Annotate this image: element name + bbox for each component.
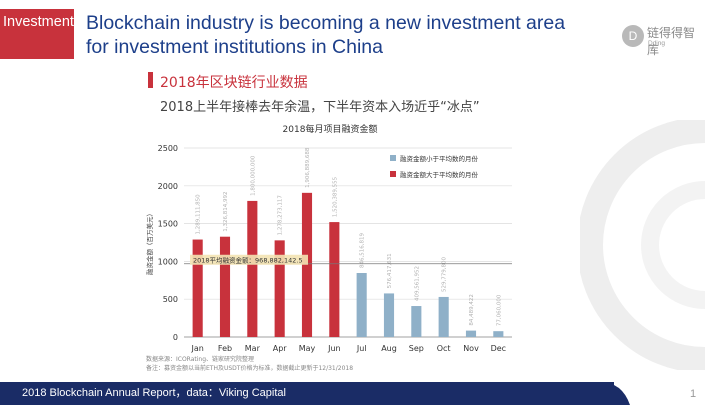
bar-value-label: 77,060,000 <box>496 294 502 326</box>
x-tick-label: Oct <box>437 344 451 353</box>
bar-may <box>301 192 313 337</box>
bar-jun <box>329 222 340 337</box>
bar-value-label: 1,520,389,555 <box>332 176 338 217</box>
legend-label-above: 融资金额大于平均数的月份 <box>400 170 479 179</box>
chart-note: 数据来源：ICORating、链家研究院整理 <box>146 355 254 363</box>
bar-value-label: 846,516,819 <box>360 233 366 268</box>
section-subtitle: 2018上半年接棒去年余温，下半年资本入场近乎“冰点” <box>160 100 480 115</box>
decorative-watermark-icon <box>580 120 706 370</box>
bar-value-label: 409,561,952 <box>414 266 420 301</box>
y-tick-label: 2500 <box>158 144 178 153</box>
y-tick-label: 0 <box>173 333 178 342</box>
y-tick-label: 1500 <box>158 220 178 229</box>
y-tick-label: 500 <box>163 295 178 304</box>
logo-d-icon: D <box>622 25 644 47</box>
page-headline: Blockchain industry is becoming a new in… <box>86 11 616 59</box>
bar-value-label: 529,779,800 <box>442 256 448 291</box>
legend-label-below: 融资金额小于平均数的月份 <box>400 154 479 163</box>
y-tick-label: 2000 <box>158 182 178 191</box>
chart-title: 2018每月项目融资金额 <box>283 123 378 135</box>
bar-oct <box>438 296 449 337</box>
headline-line-2: for investment institutions in China <box>86 36 383 58</box>
x-tick-label: Sep <box>409 344 424 353</box>
bar-value-label: 1,326,814,992 <box>223 191 229 231</box>
y-tick-label: 1000 <box>158 257 178 266</box>
x-tick-label: Feb <box>218 344 232 353</box>
logo-subtitle: Dding <box>648 40 665 47</box>
x-tick-label: Aug <box>381 344 397 353</box>
bar-dec <box>493 331 504 337</box>
bar-value-label: 1,800,000,000 <box>250 155 256 196</box>
headline-line-1: Blockchain industry is becoming a new in… <box>86 12 566 34</box>
bar-sep <box>411 306 422 337</box>
bar-value-label: 1,289,111,850 <box>196 194 202 235</box>
page-number: 1 <box>690 388 697 400</box>
bar-value-label: 1,278,273,117 <box>278 195 284 236</box>
x-tick-label: Jan <box>190 344 203 353</box>
bar-mar <box>247 200 258 337</box>
x-tick-label: Apr <box>273 344 288 353</box>
x-tick-label: Jun <box>327 344 341 353</box>
legend-swatch-below <box>390 155 396 161</box>
bar-aug <box>383 293 395 337</box>
bar-jan <box>192 239 203 337</box>
y-axis-label: 融资金额（百万美元） <box>145 210 154 275</box>
bar-value-label: 1,906,889,688 <box>305 147 311 188</box>
monthly-funding-chart: 2018每月项目融资金额 0 500 1000 1500 2000 2500 融资金额（百万… <box>145 123 512 372</box>
bar-jul <box>356 273 367 337</box>
x-tick-label: May <box>299 344 316 353</box>
x-tick-label: Mar <box>245 344 261 353</box>
logo: D 链得得智库 Dding <box>622 22 702 57</box>
bar-value-label: 84,489,422 <box>469 294 475 326</box>
average-label-background <box>190 254 308 265</box>
section-tag: Investment Agency <box>0 9 74 59</box>
bar-nov <box>465 330 477 337</box>
x-tick-label: Dec <box>491 344 506 353</box>
legend-swatch-above <box>390 171 396 177</box>
section-title: 2018年区块链行业数据 <box>160 75 308 91</box>
x-tick-label: Nov <box>463 344 479 353</box>
section-title-marker <box>148 72 153 88</box>
chart-note: 备注：募资金额以当前ETH及USDT价格为标准，数据截止更新于12/31/201… <box>146 364 353 372</box>
average-label: 2018平均融资金额：968,882,142.5 <box>193 255 303 264</box>
bar-apr <box>274 240 285 337</box>
x-tick-label: Jul <box>356 344 367 353</box>
bar-feb <box>219 236 231 337</box>
logo-name: 链得得智库 <box>647 26 696 57</box>
bar-value-label: 576,417,631 <box>387 253 393 288</box>
footer-source: 2018 Blockchain Annual Report，data：Vikin… <box>0 382 614 405</box>
